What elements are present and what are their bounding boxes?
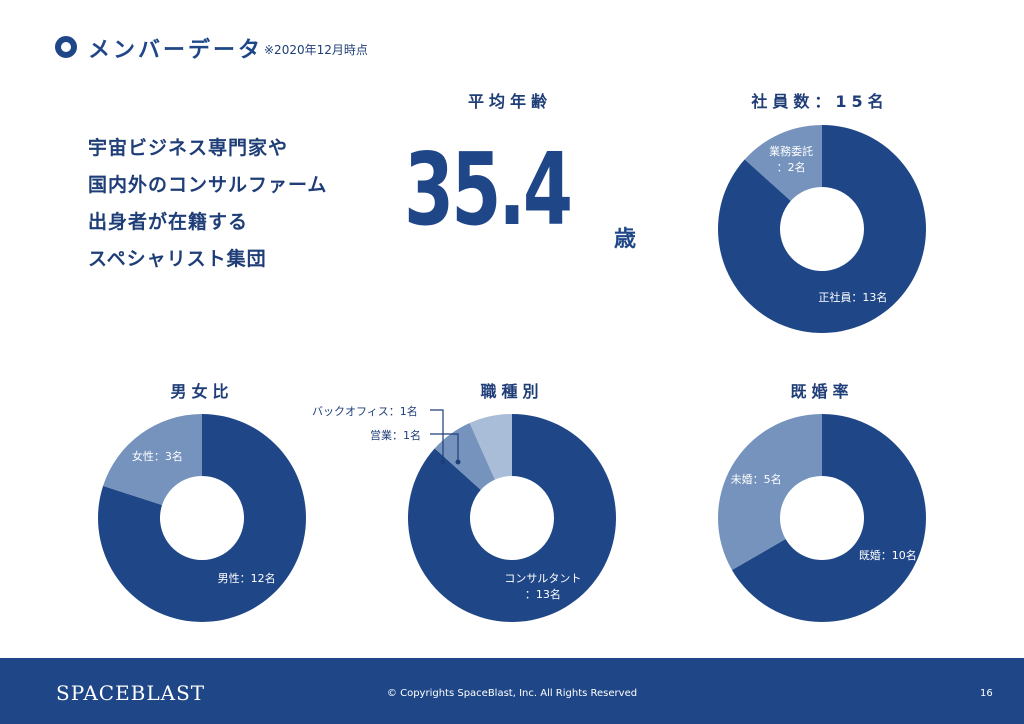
slice-label-emp-1: 業務委託 ：2名 xyxy=(769,144,814,174)
tagline-line: スペシャリスト集団 xyxy=(88,248,267,270)
slice-label-job-0: コンサルタント ：13名 xyxy=(504,572,582,602)
slice-mar-1 xyxy=(718,414,822,570)
marital-donut-chart: 既婚：10名 未婚：5名 xyxy=(717,413,927,623)
callout-line-back-office xyxy=(430,409,444,462)
title-ring-icon xyxy=(55,36,77,58)
page-number: 16 xyxy=(980,688,993,699)
slice-gen-1 xyxy=(103,414,202,506)
gen-donut-svg xyxy=(97,414,306,622)
tagline: 宇宙ビジネス専門家や 国内外のコンサルファーム 出身者が在籍する スペシャリスト… xyxy=(88,130,388,278)
gender-chart-title: 男女比 xyxy=(170,382,234,401)
mar-donut-svg xyxy=(718,414,926,622)
gender-donut-chart: 男性：12名 女性：3名 xyxy=(97,413,307,623)
slice-label-emp-0: 正社員：13名 xyxy=(818,291,888,305)
average-age-heading: 平均年齢 xyxy=(467,92,552,111)
slice-emp-1 xyxy=(744,125,822,201)
job-chart-title: 職種別 xyxy=(480,382,544,401)
slice-label-gen-1: 女性：3名 xyxy=(131,449,183,463)
footer-bar xyxy=(0,658,1024,724)
company-logo: SPACEBLAST xyxy=(56,681,206,705)
average-age-unit: 歳 xyxy=(614,227,637,252)
page-title: メンバーデータ xyxy=(88,38,264,63)
slice-mar-0 xyxy=(731,414,926,622)
tagline-line: 出身者が在籍する xyxy=(88,211,249,233)
marital-chart-title: 既婚率 xyxy=(790,382,854,401)
slice-label-gen-0: 男性：12名 xyxy=(217,572,276,586)
job-donut-svg xyxy=(407,414,616,622)
tagline-line: 国内外のコンサルファーム xyxy=(88,174,328,196)
slice-job-2 xyxy=(469,414,512,480)
slice-label-mar-0: 既婚：10名 xyxy=(858,549,917,562)
emp-donut-svg xyxy=(718,125,926,333)
callout-back-office: バックオフィス：1名 xyxy=(312,405,418,418)
employee-donut-chart: 正社員：13名 業務委託 ：2名 xyxy=(717,124,927,334)
as-of-note: ※2020年12月時点 xyxy=(264,43,368,57)
slice-gen-0 xyxy=(97,414,306,622)
slice-job-1 xyxy=(434,422,495,490)
slice-emp-0 xyxy=(718,125,926,333)
callout-dot xyxy=(440,459,446,465)
callout-sales: 営業：1名 xyxy=(370,429,421,442)
slice-label-mar-1: 未婚：5名 xyxy=(730,473,782,486)
job-donut-chart: コンサルタント ：13名 xyxy=(407,413,617,623)
tagline-line: 宇宙ビジネス専門家や xyxy=(88,137,289,159)
callout-line-sales xyxy=(430,433,459,462)
slice-job-0 xyxy=(407,414,616,622)
average-age-value: 35.4 xyxy=(404,131,573,248)
callout-dot xyxy=(455,459,461,465)
employee-chart-title: 社員数：15名 xyxy=(751,92,889,111)
copyright-text: © Copyrights SpaceBlast, Inc. All Rights… xyxy=(386,688,638,699)
